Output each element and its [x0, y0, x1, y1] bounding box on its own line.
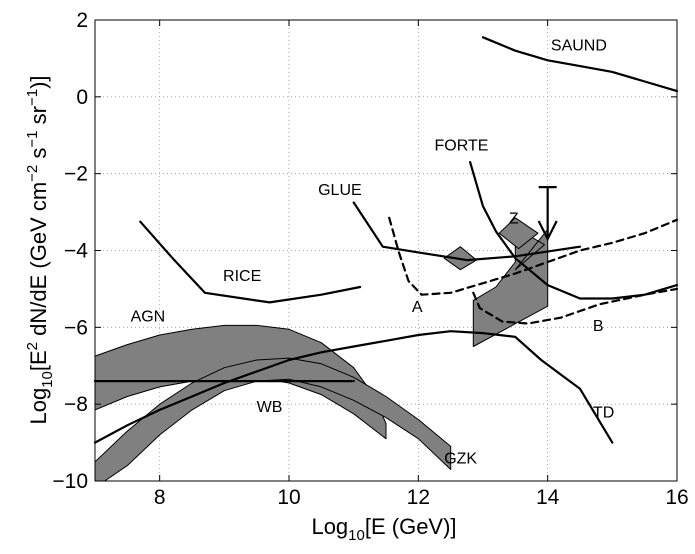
label-z: Z — [509, 211, 519, 228]
label-td: TD — [593, 405, 614, 422]
y-tick-label: −10 — [52, 470, 88, 493]
label-agn: AGN — [131, 309, 166, 326]
series-line-saund — [481, 36, 679, 93]
label-gzk: GZK — [444, 451, 477, 468]
axis-ticks: 8 10 12 14 16 −10 −8 −6 −4 −2 0 2 — [52, 9, 688, 509]
y-tick-label: 2 — [76, 9, 88, 32]
shaded-regions — [94, 217, 549, 482]
label-saund: SAUND — [551, 38, 607, 55]
y-tick-label: −4 — [64, 240, 88, 263]
series-line-a — [388, 216, 679, 296]
upper-limit-arrow — [537, 186, 558, 242]
label-b: B — [593, 318, 604, 335]
region-gzk — [94, 357, 452, 482]
label-wb: WB — [257, 399, 283, 416]
y-tick-label: −8 — [64, 393, 88, 416]
region-z — [472, 227, 549, 347]
label-a: A — [412, 299, 423, 316]
series-line-rice — [139, 220, 362, 304]
y-tick-label: 0 — [76, 86, 88, 109]
x-tick-label: 12 — [407, 486, 430, 509]
x-tick-label: 10 — [277, 486, 300, 509]
series-lines — [93, 36, 679, 444]
label-rice: RICE — [223, 268, 261, 285]
label-glue: GLUE — [318, 182, 362, 199]
y-axis-label: Log10[E2 dN/dE (GeV cm−2 s−1 sr−1)] — [24, 75, 56, 424]
label-forte: FORTE — [435, 138, 489, 155]
x-tick-label: 16 — [665, 486, 688, 509]
series-annotations: SAUND FORTE GLUE Z RICE A AGN B WB TD GZK — [131, 38, 615, 468]
x-tick-label: 8 — [154, 486, 166, 509]
y-tick-label: −6 — [64, 316, 88, 339]
x-tick-label: 14 — [536, 486, 560, 509]
grid-lines — [95, 20, 677, 481]
region-box — [498, 217, 539, 250]
series-line-b — [472, 287, 679, 325]
series-line-td — [93, 330, 614, 444]
y-tick-label: −2 — [64, 163, 88, 186]
x-axis-label: Log10[E (GeV)] — [311, 514, 456, 544]
series-line-forte — [469, 161, 679, 300]
limit-arrow-head — [537, 220, 558, 242]
series-line-glue — [352, 201, 582, 262]
